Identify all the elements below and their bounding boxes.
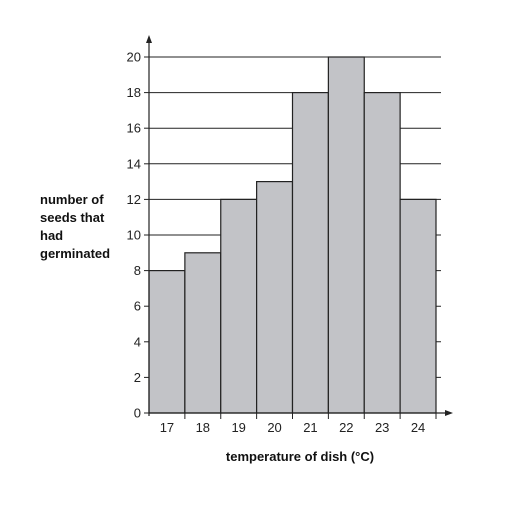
- x-tick-label: 19: [231, 420, 245, 435]
- y-tick-label: 2: [134, 370, 141, 385]
- x-tick-label: 18: [196, 420, 210, 435]
- bars: [148, 56, 437, 414]
- y-tick-labels: 0 2 4 6 8 10 12 14 16 18 20: [127, 50, 141, 421]
- y-tick-label: 8: [134, 263, 141, 278]
- y-tick-label: 6: [134, 299, 141, 314]
- x-tick-label: 24: [411, 420, 425, 435]
- bar-23: [363, 91, 401, 414]
- bar-17: [148, 270, 186, 414]
- x-tick-labels: 17 18 19 20 21 22 23 24: [160, 420, 426, 435]
- y-axis-title-line: had: [40, 228, 63, 243]
- y-axis-title-line: number of: [40, 192, 104, 207]
- y-tick-label: 10: [127, 228, 141, 243]
- y-axis-arrow-icon: [146, 35, 152, 43]
- bar-18: [184, 252, 222, 414]
- y-tick-label: 16: [127, 121, 141, 136]
- x-axis-arrow-icon: [445, 410, 453, 416]
- y-axis-title: number of seeds that had germinated: [40, 192, 110, 261]
- y-tick-label: 12: [127, 192, 141, 207]
- bar-21: [291, 91, 329, 414]
- y-tick-label: 20: [127, 50, 141, 65]
- x-tick-label: 21: [303, 420, 317, 435]
- x-tick-label: 17: [160, 420, 174, 435]
- y-tick-label: 0: [134, 406, 141, 421]
- x-tick-label: 23: [375, 420, 389, 435]
- bar-19: [220, 198, 258, 414]
- x-axis-title: temperature of dish (°C): [226, 449, 374, 464]
- y-tick-label: 14: [127, 156, 141, 171]
- bar-22: [327, 56, 365, 414]
- y-tick-label: 4: [134, 334, 141, 349]
- bar-24: [399, 198, 437, 414]
- axes: [146, 35, 453, 416]
- y-axis-title-line: germinated: [40, 246, 110, 261]
- x-tick-label: 22: [339, 420, 353, 435]
- x-tick-label: 20: [267, 420, 281, 435]
- bar-20: [256, 181, 294, 414]
- y-axis-title-line: seeds that: [40, 210, 105, 225]
- y-tick-label: 18: [127, 85, 141, 100]
